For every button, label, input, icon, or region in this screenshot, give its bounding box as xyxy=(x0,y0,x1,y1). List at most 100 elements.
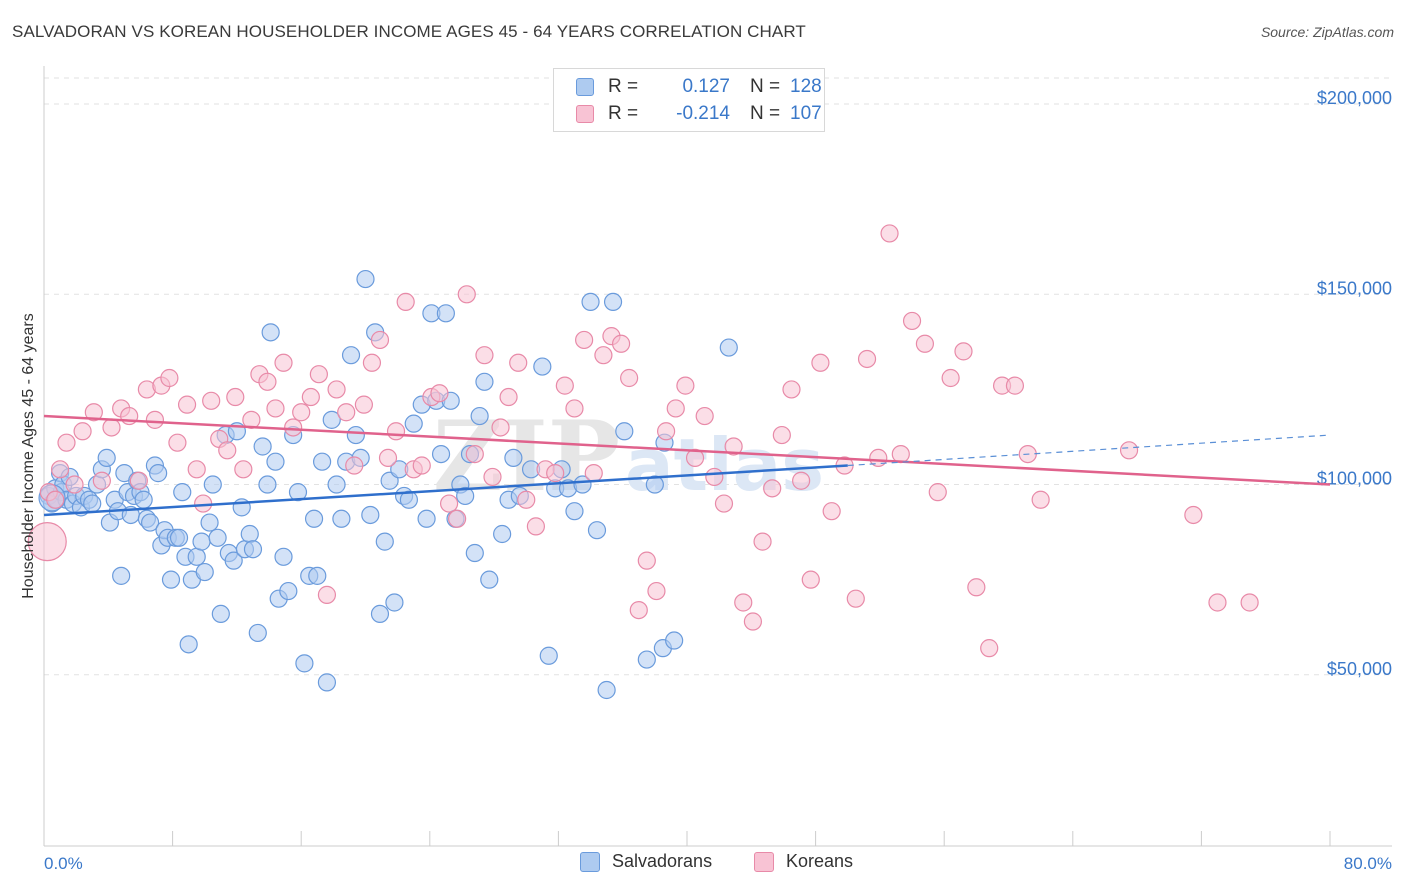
salvadoran-point xyxy=(637,650,656,669)
salvadoran-point xyxy=(327,475,346,494)
korean-point xyxy=(1005,376,1025,395)
stats-row-koreans: R = -0.214 N = 107 xyxy=(576,102,822,126)
korean-point xyxy=(685,448,705,468)
korean-point xyxy=(218,441,237,460)
korean-point xyxy=(234,460,253,479)
korean-point xyxy=(92,471,111,490)
salvadoran-point xyxy=(597,680,616,700)
salvadoran-point xyxy=(665,631,684,650)
salvadoran-point xyxy=(603,292,623,312)
salvadoran-point xyxy=(399,490,419,509)
salvadoran-point xyxy=(504,448,523,468)
korean-point xyxy=(448,509,467,528)
salvadoran-point xyxy=(187,547,206,566)
korean-point xyxy=(475,346,494,365)
korean-point xyxy=(517,490,536,509)
salvadoran-point xyxy=(375,532,394,551)
salvadoran-point xyxy=(295,654,314,673)
korean-point xyxy=(611,334,631,353)
salvadoran-point xyxy=(346,425,365,445)
y-tick-label: $200,000 xyxy=(1317,88,1392,108)
korean-point xyxy=(274,353,293,372)
korean-point xyxy=(782,380,801,399)
korean-point xyxy=(763,479,782,498)
korean-point xyxy=(743,612,763,631)
korean-point xyxy=(928,483,947,502)
korean-point-large xyxy=(27,522,67,562)
korean-point xyxy=(50,460,70,479)
korean-point xyxy=(629,600,648,620)
salvadoran-point xyxy=(200,513,219,532)
korean-point xyxy=(309,365,328,384)
koreans-legend-swatch xyxy=(754,851,774,872)
korean-point xyxy=(439,494,459,513)
legend-label-salvadorans: Salvadorans xyxy=(612,851,713,871)
korean-point xyxy=(226,387,245,407)
salvadoran-point xyxy=(465,543,484,563)
y-tick-labels: $50,000 $100,000 $150,000 $200,000 xyxy=(1317,88,1392,679)
korean-point xyxy=(362,353,382,372)
korean-point xyxy=(880,224,899,243)
korean-point xyxy=(396,292,415,312)
korean-point xyxy=(941,368,960,388)
korean-point xyxy=(412,456,431,475)
legend-item-salvadorans[interactable]: Salvadorans xyxy=(580,851,712,872)
korean-point xyxy=(177,395,197,414)
korean-point xyxy=(869,448,888,468)
y-tick-label: $50,000 xyxy=(1327,659,1392,679)
salvadoran-point xyxy=(436,304,455,323)
salvadorans-legend-swatch xyxy=(580,851,600,872)
r-value: 0.127 xyxy=(682,76,730,97)
korean-point xyxy=(714,494,734,513)
korean-point xyxy=(378,448,398,468)
korean-point xyxy=(499,387,518,407)
korean-point xyxy=(430,384,449,403)
korean-point xyxy=(811,353,830,372)
salvadoran-point xyxy=(581,292,600,312)
korean-point xyxy=(242,410,261,429)
korean-point xyxy=(575,330,594,350)
korean-point xyxy=(915,334,935,353)
korean-point xyxy=(73,422,92,441)
salvadoran-point xyxy=(243,540,263,559)
salvadoran-point xyxy=(161,570,181,589)
salvadoran-point xyxy=(565,502,584,521)
salvadoran-point xyxy=(573,475,592,494)
salvadoran-point xyxy=(208,528,227,547)
korean-point xyxy=(491,418,510,437)
korean-point xyxy=(370,330,390,350)
salvadoran-point xyxy=(112,566,131,585)
salvadoran-point xyxy=(224,551,243,570)
korean-point xyxy=(857,349,877,369)
r-label: R = xyxy=(608,103,639,124)
chart-title: SALVADORAN VS KOREAN HOUSEHOLDER INCOME … xyxy=(12,22,806,41)
korean-point xyxy=(526,517,545,536)
salvadoran-point xyxy=(192,532,211,551)
korean-point xyxy=(292,403,311,422)
y-tick-label: $150,000 xyxy=(1317,278,1392,298)
series-legend: Salvadorans Koreans xyxy=(0,851,1406,877)
stats-legend: R = 0.127 N = 128 R = -0.214 N = 107 xyxy=(553,68,825,132)
korean-point xyxy=(160,368,179,388)
salvadoran-point xyxy=(240,524,259,544)
salvadoran-point xyxy=(493,524,512,544)
korean-point xyxy=(555,376,574,395)
salvadoran-point xyxy=(341,346,361,365)
trend-lines xyxy=(43,414,1331,517)
korean-point xyxy=(620,368,639,388)
salvadoran-point xyxy=(332,509,351,528)
legend-item-koreans[interactable]: Koreans xyxy=(754,851,853,872)
koreans-swatch xyxy=(576,105,594,123)
r-value: -0.214 xyxy=(676,103,730,124)
korean-point xyxy=(902,311,922,331)
salvadoran-point xyxy=(195,562,214,582)
salvadoran-point xyxy=(258,475,277,494)
grid xyxy=(44,77,1392,676)
korean-point xyxy=(822,502,841,521)
salvadoran-point xyxy=(719,338,738,357)
korean-point xyxy=(354,395,373,414)
salvadorans-trend-line xyxy=(43,464,848,517)
salvadoran-point xyxy=(404,414,423,433)
salvadoran-point xyxy=(317,673,337,692)
axes xyxy=(43,66,1392,847)
